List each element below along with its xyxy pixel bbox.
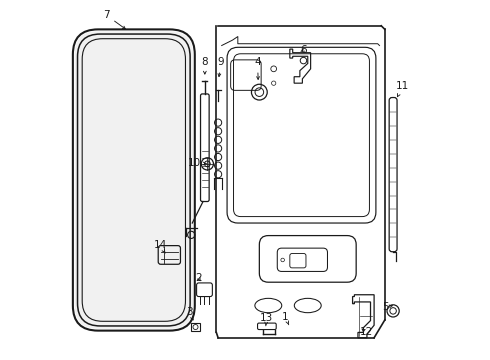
Text: 4: 4 — [254, 57, 261, 80]
Text: 14: 14 — [153, 240, 167, 253]
Text: 6: 6 — [300, 45, 307, 55]
Text: 1: 1 — [282, 312, 289, 325]
Text: 9: 9 — [218, 57, 224, 77]
FancyBboxPatch shape — [200, 94, 209, 202]
Text: 5: 5 — [382, 302, 392, 312]
Text: 2: 2 — [195, 273, 202, 283]
FancyBboxPatch shape — [74, 31, 193, 329]
Text: 13: 13 — [260, 313, 273, 326]
Text: 10: 10 — [188, 158, 207, 168]
Text: 3: 3 — [186, 307, 193, 320]
Text: 7: 7 — [103, 10, 125, 29]
Text: 12: 12 — [360, 327, 373, 337]
Text: 8: 8 — [201, 57, 208, 74]
Text: 11: 11 — [396, 81, 410, 97]
